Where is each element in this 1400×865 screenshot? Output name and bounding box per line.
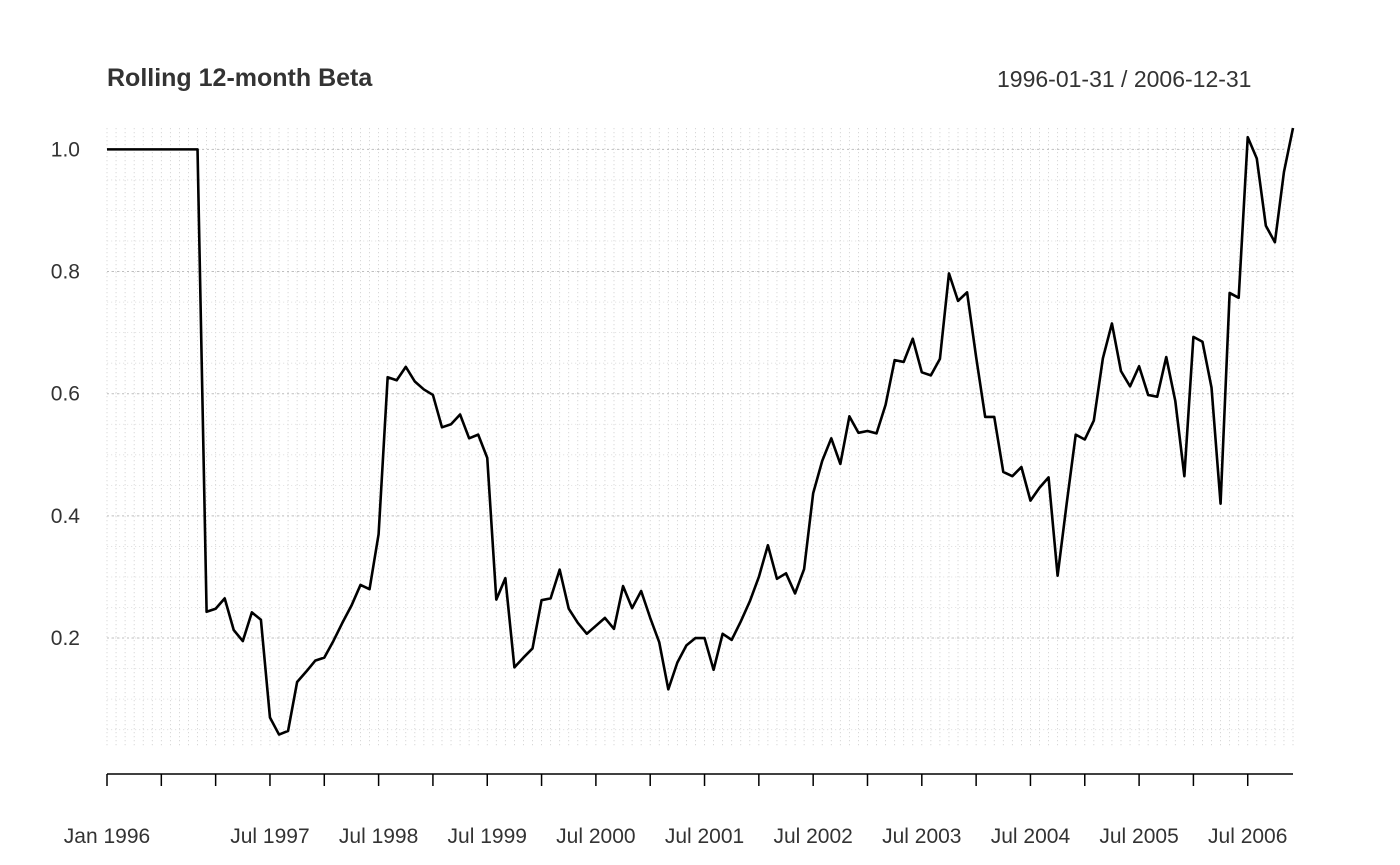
x-tick-label: Jul 1998 (339, 825, 418, 848)
y-tick-label: 0.2 (51, 627, 80, 650)
beta-series-line (107, 127, 1295, 736)
x-tick-label: Jul 1997 (230, 825, 309, 848)
x-tick-label: Jul 1999 (448, 825, 527, 848)
y-tick-label: 0.6 (51, 383, 80, 406)
x-tick-label: Jul 2006 (1208, 825, 1287, 848)
x-tick-label: Jul 2005 (1099, 825, 1178, 848)
x-tick-label: Jul 2001 (665, 825, 744, 848)
x-tick-label: Jan 1996 (64, 825, 150, 848)
y-tick-label: 0.8 (51, 261, 80, 284)
x-axis: Jan 1996 Jul 1997 Jul 1998 Jul 1999 Jul 2000… (64, 773, 1293, 848)
minor-grid (106, 128, 1294, 748)
x-tick-label: Jul 2002 (773, 825, 852, 848)
date-range-label: 1996-01-31 / 2006-12-31 (997, 66, 1252, 92)
y-tick-label: 1.0 (51, 138, 80, 161)
y-tick-label: 0.4 (51, 505, 81, 528)
x-tick-label: Jul 2000 (556, 825, 635, 848)
x-tick-label: Jul 2003 (882, 825, 961, 848)
chart-title: Rolling 12-month Beta (107, 64, 373, 92)
x-tick-label: Jul 2004 (991, 825, 1071, 848)
y-axis: 0.2 0.4 0.6 0.8 1.0 (51, 138, 81, 650)
